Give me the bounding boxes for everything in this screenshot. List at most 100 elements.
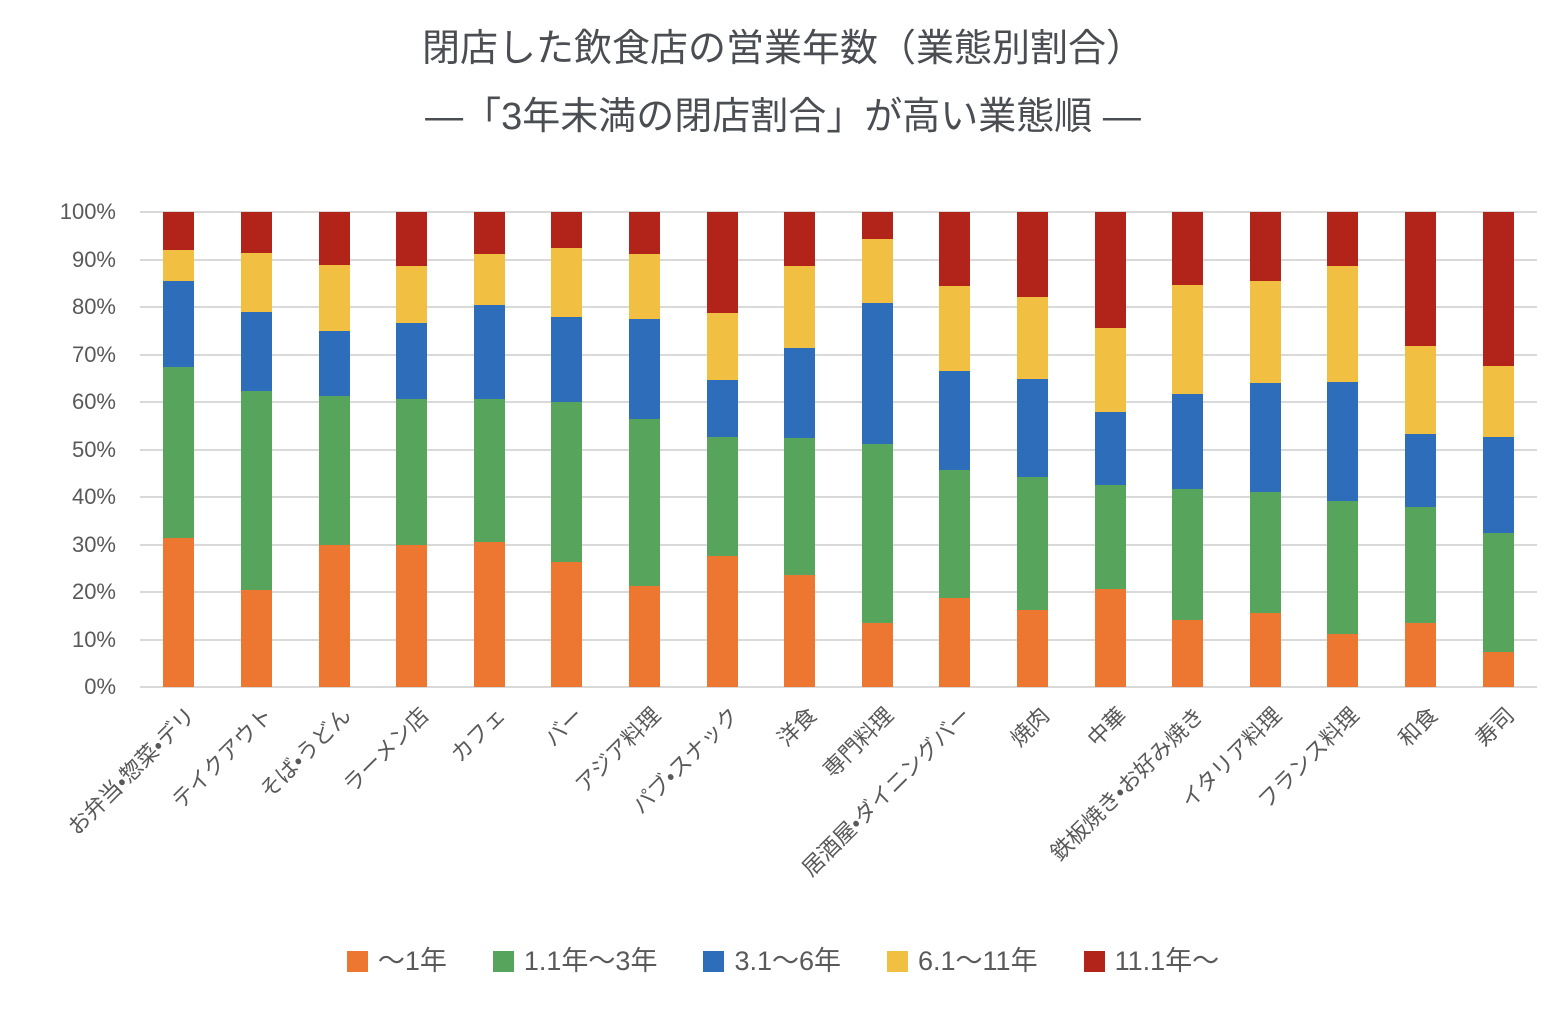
- bar-segment: [784, 574, 816, 687]
- bar-segment: [240, 391, 272, 591]
- bar-segment: [939, 370, 971, 470]
- y-axis-label: 60%: [71, 389, 116, 414]
- bar-segment: [706, 555, 738, 687]
- x-axis-label: 焼肉: [1004, 702, 1054, 752]
- legend-label: 1.1年～3年: [523, 946, 658, 976]
- bar-segment: [1482, 652, 1514, 687]
- bar-segment: [1405, 433, 1437, 507]
- stacked-bar: [628, 212, 660, 687]
- bar-segment: [396, 265, 428, 323]
- bar-segment: [1482, 366, 1514, 438]
- stacked-bar: [706, 212, 738, 687]
- bar-segment: [1327, 381, 1359, 501]
- bar-segment: [628, 585, 660, 687]
- legend-label: 11.1年～: [1114, 946, 1220, 976]
- x-axis-label: お弁当・惣菜・デリ: [62, 702, 201, 840]
- bar-column: アジア料理: [571, 212, 684, 797]
- bar-segment: [163, 212, 195, 250]
- bar-segment: [163, 537, 195, 687]
- y-axis-label: 20%: [71, 579, 116, 604]
- gridline: [140, 258, 1537, 261]
- bar-segment: [318, 265, 350, 331]
- bar-segment: [628, 318, 660, 420]
- bar-segment: [1249, 212, 1281, 282]
- bar-segment: [1327, 500, 1359, 635]
- bar-column: 中華: [1071, 212, 1149, 751]
- stacked-bar: [1327, 212, 1359, 687]
- bar-segment: [861, 623, 893, 687]
- gridline: [140, 401, 1537, 403]
- bar-segment: [473, 254, 505, 305]
- stacked-bar: [240, 212, 272, 687]
- y-axis-label: 0%: [84, 674, 116, 699]
- bar-segment: [939, 286, 971, 371]
- bar-segment: [1016, 379, 1049, 478]
- bar-segment: [1172, 212, 1204, 286]
- bar-segment: [706, 212, 738, 313]
- bar-segment: [473, 541, 505, 687]
- stacked-bar: [1172, 212, 1204, 687]
- bar-segment: [240, 253, 272, 313]
- legend-swatch-icon: [1083, 951, 1105, 972]
- bar-column: パブ・スナック: [627, 212, 761, 819]
- bar-segment: [861, 238, 893, 303]
- plot-area: お弁当・惣菜・デリ テイクアウト そば・うどん ラーメン店 カフェ バー アジア料理 パブ・ス…: [63, 211, 1537, 881]
- gridline: [140, 448, 1537, 451]
- bar-segment: [784, 438, 816, 575]
- bar-segment: [861, 302, 893, 444]
- legend-swatch-icon: [346, 951, 368, 972]
- bar-segment: [1016, 297, 1049, 380]
- bar-segment: [1172, 620, 1204, 687]
- y-axis-label: 50%: [71, 436, 116, 462]
- bar-column: 焼肉: [994, 212, 1072, 751]
- stacked-bar: [1405, 212, 1437, 687]
- stacked-bar: [784, 212, 816, 687]
- bar-segment: [163, 249, 195, 282]
- bar-column: そば・うどん: [254, 212, 373, 803]
- gridline: [140, 686, 1537, 688]
- y-axis-label: 90%: [71, 246, 116, 272]
- gridline: [140, 543, 1537, 546]
- gridline: [140, 638, 1537, 641]
- bar-segment: [551, 561, 583, 687]
- stacked-bar: [1016, 212, 1049, 687]
- chart-subtitle: ―「3年未満の閉店割合」が高い業態順 ―: [425, 96, 1141, 138]
- bar-segment: [1249, 491, 1281, 614]
- bar-segment: [1405, 212, 1437, 347]
- bar-segment: [1327, 265, 1359, 382]
- legend-item: 3.1～6年: [703, 948, 841, 975]
- bar-column: イタリア料理: [1176, 212, 1305, 813]
- bar-segment: [1249, 382, 1281, 492]
- x-axis-label: 洋食: [772, 702, 821, 752]
- bar-segment: [1172, 489, 1204, 621]
- legend-label: ～1年: [377, 946, 447, 976]
- y-axis-label: 100%: [59, 199, 116, 224]
- gridline: [140, 211, 1537, 213]
- gridline: [140, 353, 1537, 356]
- bar-segment: [706, 312, 738, 380]
- bar-column: 鉄板焼き・お好み焼き: [1046, 212, 1227, 866]
- gridline: [140, 591, 1537, 593]
- bar-segment: [1094, 212, 1126, 329]
- bar-segment: [1327, 212, 1359, 266]
- stacked-bar: [163, 212, 195, 687]
- bar-segment: [551, 317, 583, 403]
- bar-segment: [1094, 328, 1126, 413]
- bar-segment: [396, 212, 428, 266]
- bar-column: テイクアウト: [167, 212, 296, 813]
- bar-segment: [318, 212, 350, 266]
- bar-segment: [473, 212, 505, 255]
- legend-item: 6.1～11年: [887, 948, 1038, 975]
- bar-segment: [1482, 532, 1514, 653]
- stacked-bar: [861, 212, 893, 687]
- x-axis-label: バー: [539, 702, 589, 752]
- x-axis-label: カフェ: [446, 702, 511, 767]
- bar-segment: [551, 212, 583, 248]
- chart-title: 閉店した飲食店の営業年数（業態別割合）: [421, 28, 1144, 70]
- bar-segment: [861, 443, 893, 624]
- y-axis-label: 70%: [71, 341, 116, 367]
- bar-segment: [1094, 589, 1126, 687]
- stacked-bar: [1094, 212, 1126, 687]
- bar-segment: [396, 544, 428, 687]
